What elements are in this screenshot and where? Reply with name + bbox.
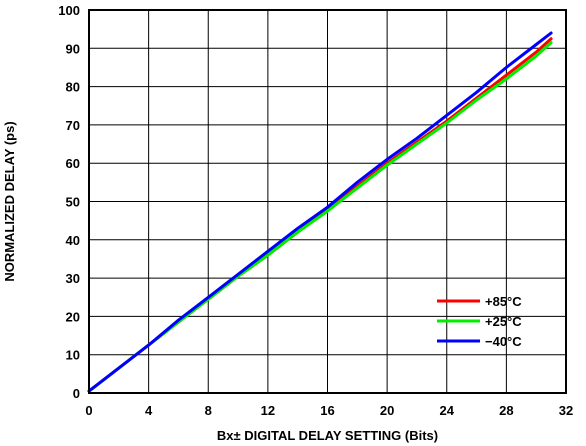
x-tick-label: 4 xyxy=(145,403,153,418)
x-tick-label: 32 xyxy=(559,403,573,418)
x-tick-label: 0 xyxy=(85,403,92,418)
legend-label-1: +25°C xyxy=(485,314,522,329)
y-tick-label: 60 xyxy=(66,156,80,171)
y-tick-labels: 0 10 20 30 40 50 60 70 80 90 100 xyxy=(58,3,80,401)
x-tick-label: 28 xyxy=(499,403,513,418)
y-tick-label: 100 xyxy=(58,3,80,18)
series-line-2 xyxy=(87,31,553,393)
grid-lines xyxy=(88,9,567,394)
y-tick-label: 10 xyxy=(66,348,80,363)
x-tick-label: 24 xyxy=(440,403,455,418)
x-tick-label: 16 xyxy=(320,403,334,418)
legend-label-0: +85°C xyxy=(485,294,522,309)
x-tick-label: 8 xyxy=(205,403,212,418)
y-tick-label: 50 xyxy=(66,195,80,210)
y-tick-label: 20 xyxy=(66,309,80,324)
x-tick-label: 12 xyxy=(261,403,275,418)
y-tick-label: 90 xyxy=(66,41,80,56)
series-lines xyxy=(87,31,553,393)
plot-frame xyxy=(88,9,567,394)
y-axis-label: NORMALIZED DELAY (ps) xyxy=(2,121,17,281)
x-tick-labels: 0 4 8 12 16 20 24 28 32 xyxy=(85,403,573,418)
y-tick-label: 40 xyxy=(66,233,80,248)
y-tick-label: 80 xyxy=(66,80,80,95)
x-axis-label: Bx± DIGITAL DELAY SETTING (Bits) xyxy=(217,428,438,443)
x-tick-label: 20 xyxy=(380,403,394,418)
y-tick-label: 0 xyxy=(73,386,80,401)
y-tick-label: 70 xyxy=(66,118,80,133)
legend: +85°C +25°C −40°C xyxy=(437,294,522,349)
legend-label-2: −40°C xyxy=(485,334,522,349)
y-tick-label: 30 xyxy=(66,271,80,286)
